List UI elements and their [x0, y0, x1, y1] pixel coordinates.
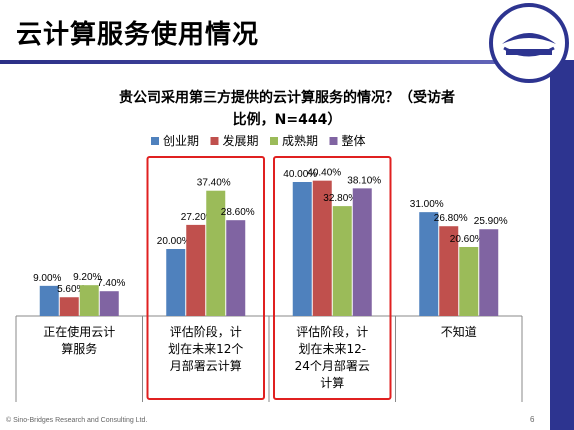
legend-swatch [210, 137, 219, 145]
legend-swatch [151, 137, 159, 145]
bar-value-label: 7.40% [97, 278, 125, 289]
bar [332, 206, 352, 316]
slide-title: 云计算服务使用情况 [16, 20, 260, 50]
bar-value-label: 40.40% [307, 168, 341, 179]
category-label: 正在使用云计 [43, 324, 115, 339]
chart-title-line: 比例，N=444） [233, 111, 342, 128]
bar-value-label: 28.60% [221, 207, 255, 218]
bar-value-label: 37.40% [197, 178, 231, 189]
category-label: 计算 [320, 375, 344, 390]
bar-value-label: 9.00% [33, 273, 61, 284]
bar-value-label: 25.90% [474, 216, 508, 227]
bar [39, 285, 59, 316]
bar-value-label: 20.60% [450, 234, 484, 245]
bar [79, 285, 99, 316]
highlight-box [146, 156, 265, 400]
bar [312, 180, 332, 316]
chart-title-line: 贵公司采用第三方提供的云计算服务的情况？（受访者 [119, 89, 455, 106]
category-label: 月部署云计算 [170, 358, 242, 373]
category-label: 划在未来12个 [168, 342, 243, 356]
bar-value-label: 40.00% [283, 169, 317, 180]
bar [419, 212, 439, 316]
category-label: 算服务 [61, 341, 97, 356]
bar-value-label: 31.00% [410, 199, 444, 210]
bar-value-label: 20.00% [157, 236, 191, 247]
bar-value-label: 38.10% [347, 175, 381, 186]
bar-value-label: 5.60% [57, 284, 85, 295]
bar [459, 246, 479, 316]
footer-copyright: © Sino-Bridges Research and Consulting L… [6, 417, 148, 424]
company-logo [489, 3, 569, 83]
bar [206, 190, 226, 316]
category-label: 划在未来12- [298, 342, 366, 356]
title-divider [0, 60, 574, 64]
bar [479, 229, 499, 316]
bar [352, 188, 372, 316]
bar [186, 224, 206, 316]
legend-label: 整体 [342, 133, 366, 148]
bar [99, 291, 119, 316]
bar [226, 220, 246, 316]
page-number: 6 [530, 415, 535, 424]
bar-value-label: 32.80% [323, 193, 357, 204]
legend-label: 创业期 [163, 134, 199, 148]
bar-value-label: 9.20% [73, 272, 101, 283]
bar [292, 182, 312, 316]
category-label: 评估阶段，计 [170, 324, 242, 339]
bar [439, 226, 459, 316]
legend-swatch [329, 137, 338, 145]
legend-label: 成熟期 [282, 133, 318, 148]
category-label: 不知道 [441, 325, 477, 339]
bar [166, 249, 186, 316]
bar-value-label: 27.20% [181, 212, 215, 223]
highlight-box [273, 156, 392, 400]
category-label: 24个月部署云 [295, 358, 370, 373]
bar [59, 297, 79, 316]
legend-swatch [270, 137, 278, 145]
legend-label: 发展期 [223, 133, 259, 148]
category-label: 评估阶段，计 [296, 324, 368, 339]
bar-value-label: 26.80% [434, 213, 468, 224]
right-sidebar-band [550, 60, 574, 430]
